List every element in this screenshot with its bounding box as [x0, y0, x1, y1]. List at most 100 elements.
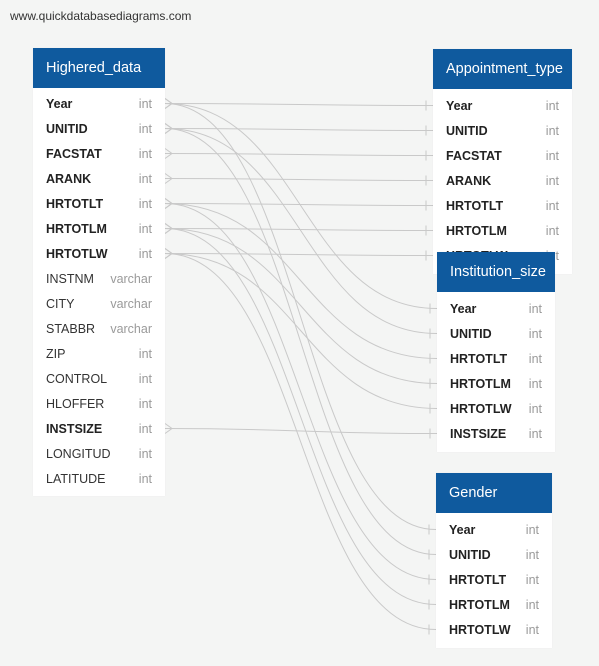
- relationship-line: [164, 428, 438, 434]
- field-name: CONTROL: [46, 371, 108, 386]
- field-type: int: [545, 223, 559, 238]
- field-row[interactable]: INSTSIZE int: [33, 416, 165, 441]
- field-type: int: [545, 123, 559, 138]
- relationship-line: [164, 103, 437, 530]
- relationship-line: [164, 228, 438, 384]
- field-name: HRTOTLM: [450, 376, 511, 391]
- field-row[interactable]: UNITID int: [437, 321, 555, 346]
- relationship-line: [164, 253, 437, 630]
- crows-foot-marker: [164, 223, 173, 234]
- field-name: ARANK: [46, 171, 92, 186]
- field-type: int: [138, 196, 152, 211]
- field-name: FACSTAT: [46, 146, 102, 161]
- field-row[interactable]: UNITID int: [33, 116, 165, 141]
- field-name: HRTOTLM: [446, 223, 507, 238]
- field-type: int: [138, 396, 152, 411]
- crows-foot-marker: [164, 98, 173, 109]
- field-row[interactable]: ZIP int: [33, 341, 165, 366]
- field-row[interactable]: HRTOTLM int: [436, 592, 552, 617]
- relationship-line: [164, 103, 438, 309]
- field-list: Year int UNITID int HRTOTLT int HRTOTLM int HRTO…: [437, 292, 555, 452]
- field-row[interactable]: ARANK int: [433, 168, 572, 193]
- field-row[interactable]: UNITID int: [436, 542, 552, 567]
- field-row[interactable]: HRTOTLM int: [33, 216, 165, 241]
- field-row[interactable]: Year int: [433, 93, 572, 118]
- field-name: LATITUDE: [46, 471, 106, 486]
- field-row[interactable]: HLOFFER int: [33, 391, 165, 416]
- field-row[interactable]: FACSTAT int: [33, 141, 165, 166]
- field-name: HRTOTLT: [449, 572, 507, 587]
- field-row[interactable]: HRTOTLT int: [433, 193, 572, 218]
- crows-foot-marker: [164, 248, 173, 259]
- field-row[interactable]: HRTOTLW int: [33, 241, 165, 266]
- field-row[interactable]: STABBR varchar: [33, 316, 165, 341]
- field-row[interactable]: INSTSIZE int: [437, 421, 555, 446]
- table-title: Appointment_type: [433, 49, 572, 89]
- field-row[interactable]: CONTROL int: [33, 366, 165, 391]
- field-type: int: [138, 221, 152, 236]
- field-name: ARANK: [446, 173, 492, 188]
- relationship-line: [164, 128, 438, 334]
- field-type: int: [525, 522, 539, 537]
- field-row[interactable]: HRTOTLT int: [33, 191, 165, 216]
- field-name: FACSTAT: [446, 148, 502, 163]
- field-row[interactable]: FACSTAT int: [433, 143, 572, 168]
- field-list: Year int UNITID int HRTOTLT int HRTOTLM int HRTO…: [436, 513, 552, 648]
- table-appointment-type[interactable]: Appointment_type Year int UNITID int FACSTAT…: [433, 49, 572, 274]
- field-type: varchar: [110, 321, 152, 336]
- field-row[interactable]: Year int: [436, 517, 552, 542]
- table-institution-size[interactable]: Institution_size Year int UNITID int HRTOTLT…: [437, 252, 555, 452]
- relationship-line: [164, 203, 437, 580]
- field-row[interactable]: Year int: [437, 296, 555, 321]
- field-type: int: [525, 547, 539, 562]
- field-type: int: [525, 622, 539, 637]
- site-watermark: www.quickdatabasediagrams.com: [10, 9, 192, 23]
- field-type: int: [545, 148, 559, 163]
- field-name: HRTOTLT: [446, 198, 504, 213]
- table-title: Gender: [436, 473, 552, 513]
- crows-foot-marker: [164, 198, 173, 209]
- field-type: int: [528, 326, 542, 341]
- field-row[interactable]: HRTOTLT int: [436, 567, 552, 592]
- field-name: HLOFFER: [46, 396, 105, 411]
- field-row[interactable]: LONGITUD int: [33, 441, 165, 466]
- field-row[interactable]: HRTOTLM int: [433, 218, 572, 243]
- crows-foot-marker: [164, 123, 173, 134]
- field-name: INSTNM: [46, 271, 94, 286]
- field-row[interactable]: CITY varchar: [33, 291, 165, 316]
- relationship-line: [164, 228, 434, 231]
- field-row[interactable]: UNITID int: [433, 118, 572, 143]
- field-name: CITY: [46, 296, 75, 311]
- relationship-line: [164, 153, 434, 156]
- field-name: HRTOTLW: [46, 246, 108, 261]
- field-type: int: [138, 246, 152, 261]
- table-highered-data[interactable]: Highered_data Year int UNITID int FACSTAT int…: [33, 48, 165, 496]
- field-name: HRTOTLM: [449, 597, 510, 612]
- field-row[interactable]: HRTOTLT int: [437, 346, 555, 371]
- field-name: LONGITUD: [46, 446, 111, 461]
- field-name: Year: [46, 96, 73, 111]
- table-gender[interactable]: Gender Year int UNITID int HRTOTLT int HRTOTLM…: [436, 473, 552, 648]
- field-row[interactable]: INSTNM varchar: [33, 266, 165, 291]
- field-name: HRTOTLT: [46, 196, 104, 211]
- field-name: INSTSIZE: [46, 421, 103, 436]
- field-list: Year int UNITID int FACSTAT int ARANK int HRTOTL…: [433, 89, 572, 268]
- crows-foot-marker: [164, 148, 173, 159]
- field-type: int: [138, 146, 152, 161]
- field-row[interactable]: HRTOTLW int: [437, 396, 555, 421]
- field-row[interactable]: ARANK int: [33, 166, 165, 191]
- field-row[interactable]: HRTOTLW int: [436, 617, 552, 642]
- field-row[interactable]: HRTOTLM int: [437, 371, 555, 396]
- field-name: Year: [446, 98, 473, 113]
- crows-foot-marker: [164, 423, 173, 434]
- field-type: varchar: [110, 271, 152, 286]
- relationship-line: [164, 253, 434, 256]
- field-type: int: [138, 121, 152, 136]
- field-list: Year int UNITID int FACSTAT int ARANK int HRTOTL…: [33, 88, 165, 491]
- field-row[interactable]: LATITUDE int: [33, 466, 165, 491]
- crows-foot-marker: [164, 173, 173, 184]
- field-name: HRTOTLW: [449, 622, 511, 637]
- field-row[interactable]: Year int: [33, 91, 165, 116]
- field-name: INSTSIZE: [450, 426, 507, 441]
